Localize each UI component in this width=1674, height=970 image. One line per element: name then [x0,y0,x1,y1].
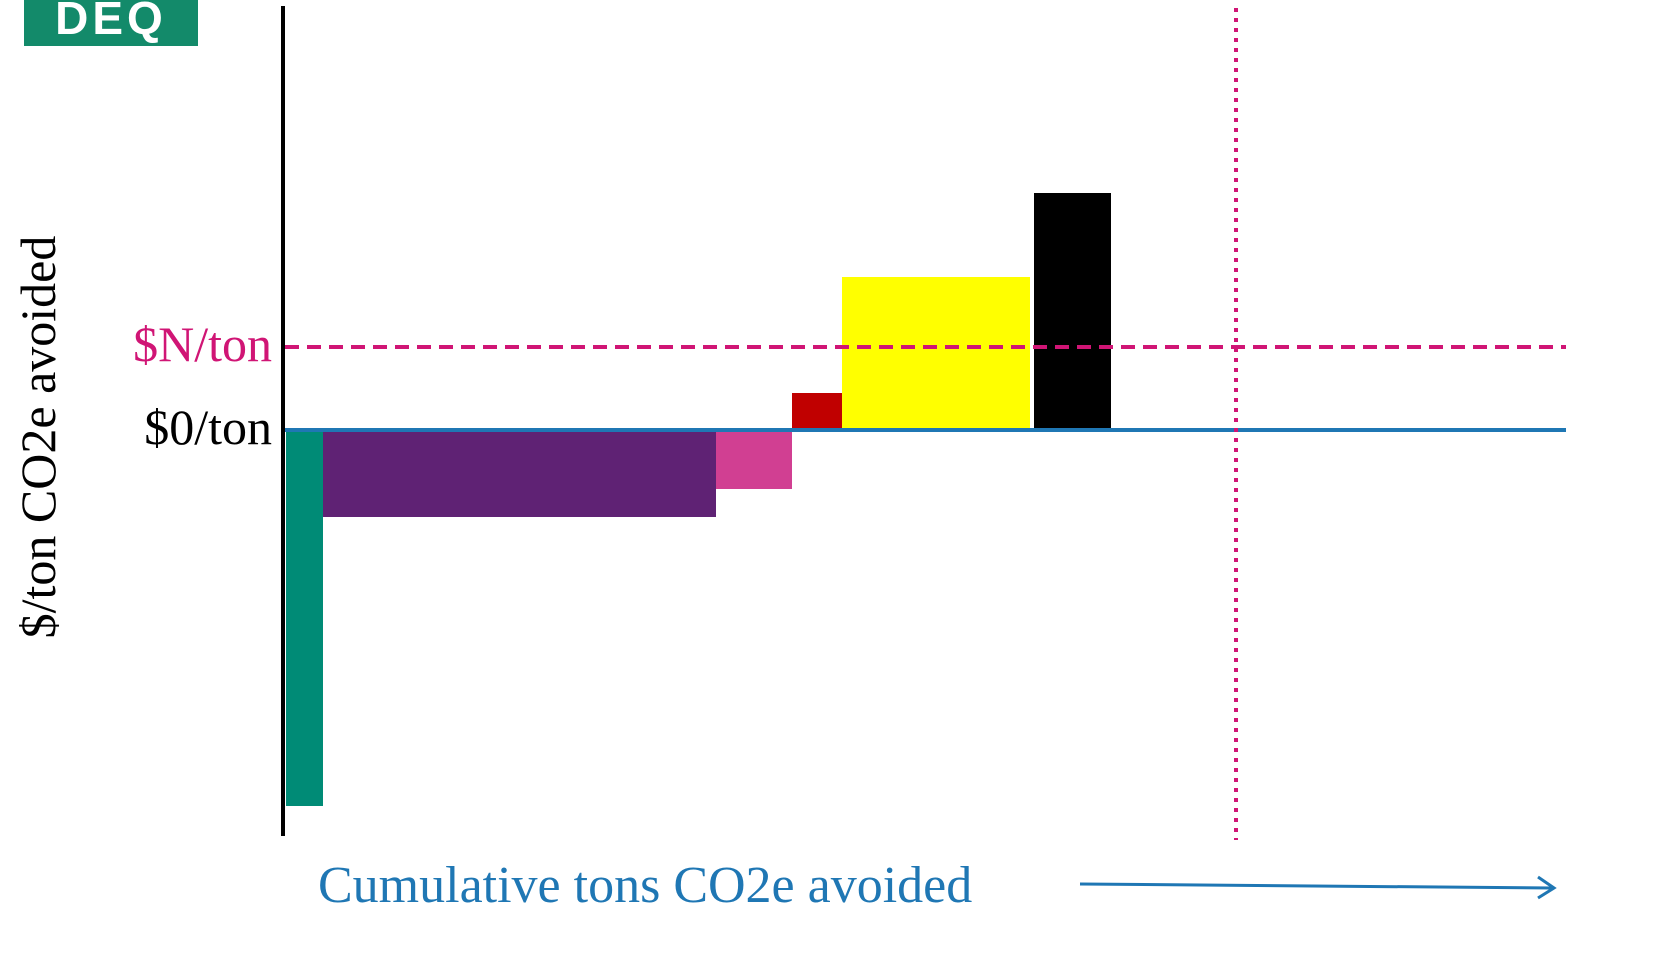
x-axis-arrow-head [1537,875,1557,900]
bar-5 [842,277,1030,430]
x-axis-arrow-line [1079,882,1553,890]
zero-reference-label: $0/ton [144,399,272,455]
x-axis-label: Cumulative tons CO2e avoided [318,857,973,914]
bar-1 [286,430,323,806]
deq-logo: DEQ [24,0,198,46]
price-reference-label: $N/ton [133,316,272,372]
bar-2 [323,430,716,517]
bar-3 [716,430,792,489]
bar-6 [1034,193,1111,430]
bar-4 [792,393,842,430]
